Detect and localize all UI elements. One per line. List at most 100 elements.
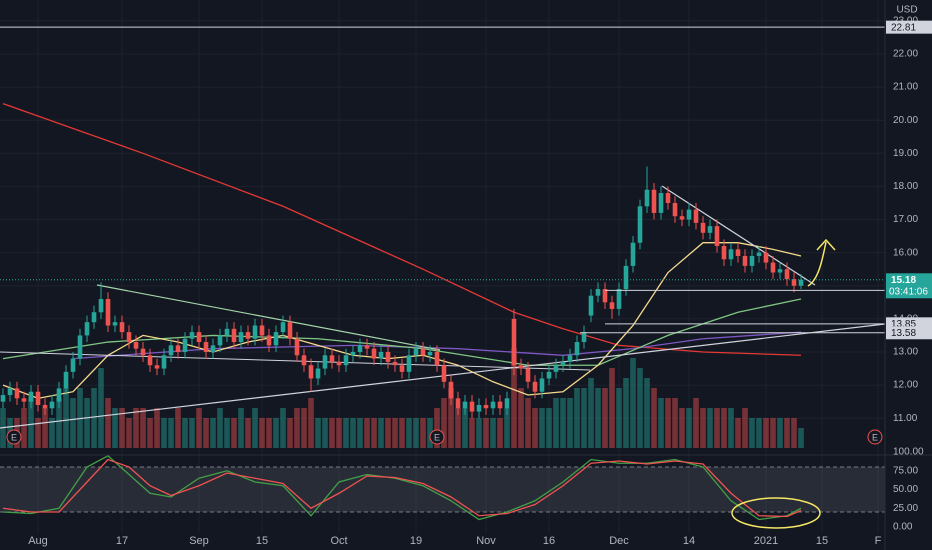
volume-bar: [357, 418, 363, 448]
candle-body: [700, 222, 706, 233]
volume-bar: [399, 418, 405, 448]
volume-bar: [476, 418, 482, 448]
candle-body: [336, 361, 342, 366]
candle-body: [308, 365, 314, 379]
candle-body: [84, 322, 90, 336]
volume-bar: [28, 398, 34, 448]
volume-bar: [784, 418, 790, 448]
volume-bar: [224, 418, 230, 448]
volume-bar: [588, 378, 594, 448]
volume-bar: [637, 368, 643, 448]
candle-body: [175, 345, 181, 352]
band: [0, 467, 885, 512]
candle-body: [196, 332, 202, 343]
earnings-circle: [6, 429, 22, 445]
volume-bar: [791, 418, 797, 448]
candle-body: [70, 358, 76, 372]
volume-bar: [574, 388, 580, 448]
volume-bar: [728, 408, 734, 448]
volume-bar: [189, 418, 195, 448]
volume-bar: [441, 398, 447, 448]
earnings-circle: [429, 429, 445, 445]
volume-bar: [560, 398, 566, 448]
candle-body: [728, 249, 734, 260]
candle-body: [616, 289, 622, 309]
candle-body: [532, 381, 538, 392]
candle-body: [364, 345, 370, 349]
candle-body: [644, 189, 650, 207]
candle-body: [392, 361, 398, 366]
candle-body: [777, 269, 783, 273]
candle-body: [567, 355, 573, 362]
earnings-label: E: [434, 432, 440, 442]
candle-body: [147, 355, 153, 366]
candle-body: [798, 279, 804, 286]
volume-bar: [742, 408, 748, 448]
candle-body: [756, 252, 762, 256]
volume-bar: [175, 408, 181, 448]
x-tick-label: Dec: [609, 535, 629, 547]
earnings-marker: E E E: [6, 429, 883, 445]
candle-body: [112, 322, 118, 326]
candle-body: [140, 348, 146, 356]
volume-bar: [672, 398, 678, 448]
candle-body: [588, 295, 594, 316]
volume-bar: [679, 408, 685, 448]
y-tick-label: 75.00: [893, 465, 918, 476]
candle-body: [42, 404, 48, 409]
candle-body: [511, 318, 517, 366]
candle-body: [7, 388, 13, 396]
volume-bar: [378, 418, 384, 448]
volume-bar: [434, 408, 440, 448]
volume-bar: [259, 418, 265, 448]
y-tick-label: 19.00: [893, 148, 918, 159]
candle-body: [553, 365, 559, 372]
trend-line: [96, 284, 441, 351]
volume-bar: [315, 418, 321, 448]
candle-body: [224, 328, 230, 336]
volume-bar: [140, 408, 146, 448]
candle-body: [672, 202, 678, 217]
x-tick-label: Sep: [189, 535, 209, 547]
y-tick-label: 18.00: [893, 181, 918, 192]
volume-bar: [168, 418, 174, 448]
candle-body: [315, 368, 321, 379]
volume-bar: [420, 418, 426, 448]
candle-body: [525, 368, 531, 382]
volume-bar: [721, 408, 727, 448]
candle-body: [343, 355, 349, 366]
candle-body: [784, 269, 790, 280]
candle-body: [476, 404, 482, 412]
volume-bar: [546, 408, 552, 448]
volume-bar: [245, 418, 251, 448]
x-tick-label: 14: [683, 535, 695, 547]
earnings-label: E: [872, 432, 878, 442]
candle-body: [469, 401, 475, 412]
volume-bar: [483, 418, 489, 448]
volume-bar: [735, 418, 741, 448]
level-label: 22.81: [891, 22, 916, 33]
candle-body: [441, 365, 447, 382]
y-tick-label: 0.00: [893, 522, 913, 533]
last-price-label: 15.18: [891, 275, 916, 286]
candle-body: [35, 391, 41, 405]
volume-bar: [616, 388, 622, 448]
highlight: [731, 497, 821, 529]
candle-body: [791, 279, 797, 286]
x-tick-label: Aug: [28, 535, 48, 547]
earnings-circle: [867, 429, 883, 445]
candle-body: [203, 342, 209, 352]
candle-body: [581, 332, 587, 343]
candle-body: [686, 209, 692, 220]
volume-bar: [448, 388, 454, 448]
volume-bar: [301, 408, 307, 448]
volume-bar: [511, 348, 517, 448]
candle-body: [189, 332, 195, 339]
candle-body: [420, 348, 426, 356]
candle-body: [301, 355, 307, 366]
x-tick-label: F: [875, 535, 882, 547]
candle-body: [483, 404, 489, 409]
candle-body: [273, 332, 279, 346]
volume-bar: [252, 408, 258, 448]
